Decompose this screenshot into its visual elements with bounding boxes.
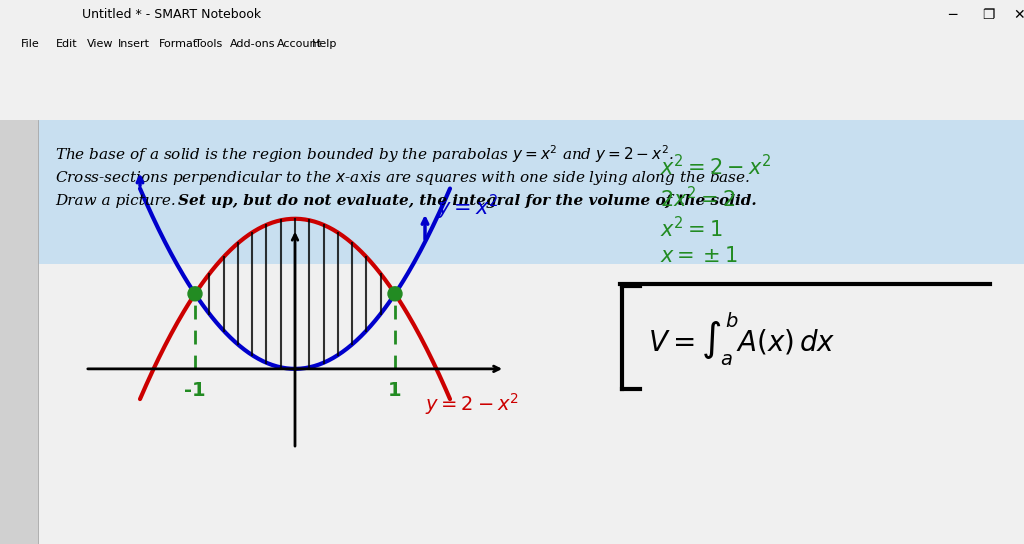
Text: Insert: Insert bbox=[118, 39, 150, 48]
Text: ❐: ❐ bbox=[982, 8, 994, 22]
Circle shape bbox=[188, 287, 202, 301]
Text: Edit: Edit bbox=[56, 39, 78, 48]
Text: Cross-sections perpendicular to the $x$-axis are squares with one side lying alo: Cross-sections perpendicular to the $x$-… bbox=[55, 169, 751, 187]
Text: $y=x^2$: $y=x^2$ bbox=[437, 193, 499, 221]
Text: ✕: ✕ bbox=[1013, 8, 1024, 22]
Text: View: View bbox=[87, 39, 114, 48]
Text: $x^2= 2-x^2$: $x^2= 2-x^2$ bbox=[660, 154, 771, 179]
Text: $y= 2-x^2$: $y= 2-x^2$ bbox=[425, 391, 519, 417]
Text: Draw a picture.: Draw a picture. bbox=[55, 194, 185, 208]
Bar bbox=[0, 120, 38, 544]
Text: Account: Account bbox=[276, 39, 322, 48]
Text: $2x^2= 2$: $2x^2= 2$ bbox=[660, 186, 735, 211]
Text: Tools: Tools bbox=[195, 39, 222, 48]
Text: 1: 1 bbox=[388, 381, 401, 400]
Text: $V = \int_a^b A(x)\, dx$: $V = \int_a^b A(x)\, dx$ bbox=[648, 310, 836, 368]
Text: Add-ons: Add-ons bbox=[230, 39, 275, 48]
Text: ─: ─ bbox=[948, 8, 956, 22]
Text: The base of a solid is the region bounded by the parabolas $y = x^2$ and $y = 2 : The base of a solid is the region bounde… bbox=[55, 144, 674, 165]
Text: -1: -1 bbox=[184, 381, 206, 400]
Bar bbox=[38, 120, 1024, 264]
Circle shape bbox=[388, 287, 402, 301]
Text: Untitled * - SMART Notebook: Untitled * - SMART Notebook bbox=[82, 9, 261, 21]
Text: Help: Help bbox=[312, 39, 338, 48]
Text: Format: Format bbox=[159, 39, 198, 48]
Text: File: File bbox=[20, 39, 39, 48]
Text: $x^2= 1$: $x^2= 1$ bbox=[660, 216, 723, 241]
Text: $x=\pm 1$: $x=\pm 1$ bbox=[660, 246, 737, 266]
Text: Set up, but do not evaluate, the integral for the volume of the solid.: Set up, but do not evaluate, the integra… bbox=[178, 194, 757, 208]
